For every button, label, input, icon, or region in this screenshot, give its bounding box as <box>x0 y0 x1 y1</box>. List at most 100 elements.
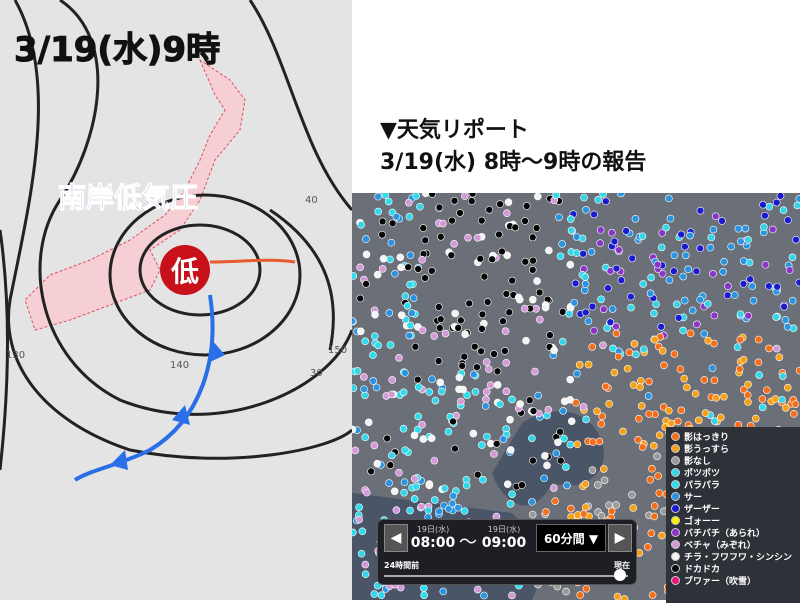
report-marker[interactable] <box>744 380 752 389</box>
report-marker[interactable] <box>532 224 541 232</box>
report-marker[interactable] <box>638 232 647 240</box>
report-marker[interactable] <box>373 270 382 279</box>
report-marker[interactable] <box>739 280 748 288</box>
report-marker[interactable] <box>386 461 395 469</box>
report-marker[interactable] <box>473 233 482 242</box>
report-marker[interactable] <box>625 348 634 357</box>
report-marker[interactable] <box>479 475 487 484</box>
report-marker[interactable] <box>408 309 416 317</box>
report-marker[interactable] <box>371 332 379 340</box>
report-marker[interactable] <box>615 246 623 254</box>
report-marker[interactable] <box>506 446 515 454</box>
report-marker[interactable] <box>403 301 412 310</box>
report-marker[interactable] <box>511 223 520 232</box>
report-marker[interactable] <box>644 392 653 400</box>
report-marker[interactable] <box>595 437 604 446</box>
report-marker[interactable] <box>469 429 478 438</box>
report-marker[interactable] <box>424 506 433 515</box>
report-marker[interactable] <box>788 296 797 305</box>
report-marker[interactable] <box>469 370 478 379</box>
report-marker[interactable] <box>703 300 712 308</box>
report-marker[interactable] <box>352 317 357 325</box>
report-marker[interactable] <box>765 282 773 290</box>
report-marker[interactable] <box>710 376 719 385</box>
report-marker[interactable] <box>606 318 615 327</box>
report-marker[interactable] <box>352 446 360 455</box>
report-marker[interactable] <box>710 311 719 320</box>
report-marker[interactable] <box>436 324 444 332</box>
report-marker[interactable] <box>381 193 390 199</box>
report-marker[interactable] <box>658 531 666 540</box>
report-marker[interactable] <box>665 406 673 415</box>
report-marker[interactable] <box>504 198 513 206</box>
report-marker[interactable] <box>686 231 694 240</box>
report-marker[interactable] <box>605 400 613 408</box>
report-marker[interactable] <box>634 435 642 444</box>
report-marker[interactable] <box>501 327 510 336</box>
report-marker[interactable] <box>637 402 646 410</box>
report-marker[interactable] <box>473 363 481 371</box>
report-marker[interactable] <box>362 280 370 288</box>
report-marker[interactable] <box>448 499 457 508</box>
report-marker[interactable] <box>588 302 597 311</box>
report-marker[interactable] <box>430 332 438 340</box>
report-marker[interactable] <box>501 347 509 355</box>
report-marker[interactable] <box>454 324 463 332</box>
report-marker[interactable] <box>556 427 564 436</box>
report-marker[interactable] <box>700 376 709 384</box>
report-marker[interactable] <box>754 335 763 344</box>
report-marker[interactable] <box>396 253 405 262</box>
report-marker[interactable] <box>655 489 664 497</box>
report-marker[interactable] <box>484 365 493 373</box>
report-marker[interactable] <box>395 353 403 362</box>
report-marker[interactable] <box>499 435 508 443</box>
report-marker[interactable] <box>696 244 705 253</box>
report-marker[interactable] <box>435 303 443 311</box>
report-marker[interactable] <box>535 288 544 297</box>
report-marker[interactable] <box>596 226 605 234</box>
report-marker[interactable] <box>686 329 695 338</box>
report-marker[interactable] <box>597 295 605 304</box>
report-marker[interactable] <box>355 515 364 524</box>
report-marker[interactable] <box>580 193 588 202</box>
report-marker[interactable] <box>785 266 794 274</box>
report-marker[interactable] <box>581 480 590 488</box>
report-marker[interactable] <box>502 358 510 367</box>
report-marker[interactable] <box>720 257 728 266</box>
report-marker[interactable] <box>435 203 444 212</box>
report-marker[interactable] <box>567 504 575 513</box>
report-marker[interactable] <box>502 387 511 396</box>
report-marker[interactable] <box>451 444 459 453</box>
report-marker[interactable] <box>503 209 511 217</box>
report-marker[interactable] <box>741 224 750 233</box>
report-marker[interactable] <box>653 452 661 461</box>
report-marker[interactable] <box>558 308 567 316</box>
report-marker[interactable] <box>566 396 574 404</box>
report-marker[interactable] <box>733 343 742 351</box>
report-marker[interactable] <box>448 216 456 225</box>
report-marker[interactable] <box>613 592 622 600</box>
report-marker[interactable] <box>737 237 745 246</box>
report-marker[interactable] <box>477 216 486 225</box>
report-marker[interactable] <box>528 233 537 242</box>
report-marker[interactable] <box>480 591 488 600</box>
report-marker[interactable] <box>499 317 507 326</box>
report-marker[interactable] <box>465 299 473 308</box>
report-marker[interactable] <box>370 590 379 598</box>
report-marker[interactable] <box>745 258 754 267</box>
report-marker[interactable] <box>768 225 777 234</box>
report-marker[interactable] <box>696 206 705 215</box>
report-marker[interactable] <box>425 481 434 490</box>
report-marker[interactable] <box>795 278 800 287</box>
report-marker[interactable] <box>631 215 640 223</box>
report-marker[interactable] <box>619 427 627 436</box>
report-marker[interactable] <box>567 417 576 426</box>
report-marker[interactable] <box>573 369 581 378</box>
report-marker[interactable] <box>550 346 558 355</box>
report-marker[interactable] <box>369 351 377 359</box>
next-button[interactable]: ▶ <box>608 524 632 552</box>
report-marker[interactable] <box>551 497 559 505</box>
report-marker[interactable] <box>659 403 668 411</box>
report-marker[interactable] <box>610 237 619 246</box>
report-marker[interactable] <box>657 243 666 252</box>
